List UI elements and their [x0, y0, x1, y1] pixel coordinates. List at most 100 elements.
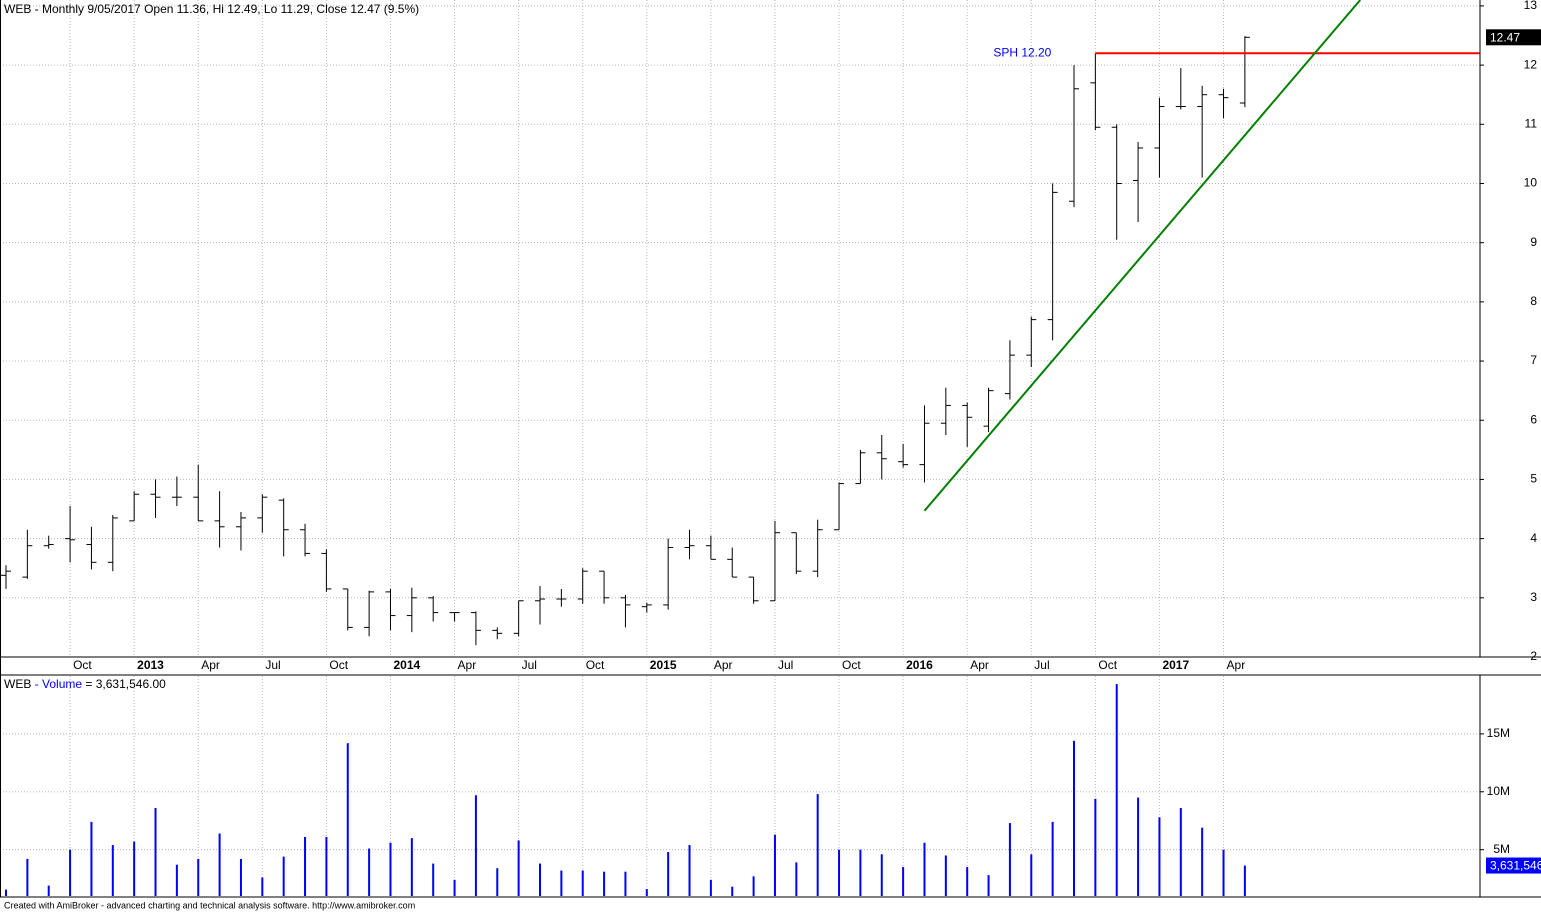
volume-bar	[645, 889, 648, 896]
volume-bar	[111, 845, 114, 896]
volume-bar	[325, 836, 328, 896]
volume-title: WEB - Volume = 3,631,546.00	[4, 677, 166, 691]
y-tick-label: 4	[1530, 531, 1537, 545]
volume-bar	[923, 842, 926, 896]
volume-bar	[304, 836, 307, 896]
volume-bar	[496, 868, 499, 896]
volume-bar	[26, 858, 29, 896]
volume-bar	[5, 889, 7, 896]
y-tick-label: 10M	[1487, 784, 1510, 798]
volume-bar	[1222, 849, 1225, 896]
volume-bar	[859, 849, 862, 896]
volume-bar	[1094, 798, 1097, 896]
y-tick-label: 6	[1530, 412, 1537, 426]
y-tick-label: 15M	[1487, 726, 1510, 740]
volume-bar	[944, 855, 947, 896]
volume-bar	[218, 833, 221, 896]
volume-bar	[1201, 827, 1204, 896]
x-tick-label: Jul	[522, 658, 537, 672]
volume-bar	[1030, 854, 1033, 896]
volume-bar	[133, 841, 136, 896]
x-tick-label: Oct	[586, 658, 605, 672]
volume-bar	[282, 856, 285, 896]
x-tick-label: Oct	[1098, 658, 1117, 672]
annotation: SPH 12.20	[993, 45, 1051, 59]
x-tick-label: Oct	[329, 658, 348, 672]
x-tick-label: 2014	[393, 658, 420, 672]
y-tick-label: 5M	[1493, 842, 1510, 856]
volume-bar	[624, 871, 627, 896]
volume-bar	[517, 840, 520, 896]
x-tick-label: Oct	[842, 658, 861, 672]
volume-bar	[581, 870, 584, 896]
y-tick-label: 2	[1530, 649, 1537, 663]
x-tick-label: 2016	[906, 658, 933, 672]
volume-title-name: - Volume	[35, 677, 83, 691]
chart-title: WEB - Monthly 9/05/2017 Open 11.36, Hi 1…	[4, 2, 419, 16]
volume-bar	[987, 875, 990, 896]
volume-bar	[432, 863, 435, 896]
last-value-box	[1486, 857, 1541, 874]
x-tick-label: Apr	[714, 658, 733, 672]
volume-bar	[688, 845, 691, 896]
y-tick-label: 8	[1530, 294, 1537, 308]
volume-bar	[410, 838, 413, 896]
volume-bar	[1051, 821, 1054, 896]
y-tick-label: 7	[1530, 353, 1537, 367]
volume-bar	[368, 848, 371, 896]
volume-bar	[667, 852, 670, 896]
x-tick-label: Apr	[458, 658, 477, 672]
volume-bar	[838, 849, 841, 896]
volume-bar	[175, 864, 178, 896]
volume-bar	[1137, 797, 1140, 896]
volume-bar	[539, 863, 541, 896]
volume-bar	[261, 877, 264, 896]
volume-bar	[560, 870, 563, 896]
volume-bar	[90, 821, 93, 896]
volume-bar	[453, 879, 456, 896]
volume-bar	[880, 854, 883, 896]
x-tick-label: Apr	[201, 658, 220, 672]
volume-title-symbol: WEB	[4, 677, 31, 691]
volume-bar	[731, 886, 734, 896]
volume-bar	[795, 862, 798, 896]
y-tick-label: 5	[1530, 472, 1537, 486]
volume-bar	[1115, 684, 1118, 896]
last-value-label: 3,631,546	[1490, 859, 1541, 873]
y-tick-label: 12	[1524, 57, 1538, 71]
y-tick-label: 11	[1525, 116, 1538, 130]
y-tick-label: 13	[1524, 0, 1538, 12]
volume-bar	[1008, 823, 1011, 896]
x-tick-label: Apr	[1227, 658, 1246, 672]
volume-bar	[239, 858, 242, 896]
volume-bar	[474, 795, 477, 896]
footer: Created with AmiBroker - advanced charti…	[4, 900, 415, 910]
x-tick-label: Jul	[778, 658, 793, 672]
x-tick-label: Jul	[1034, 658, 1049, 672]
volume-bar	[197, 858, 200, 896]
volume-bar	[603, 871, 606, 896]
volume-bar	[154, 808, 157, 896]
last-value-box	[1486, 29, 1541, 46]
volume-bar	[709, 879, 712, 896]
volume-bar	[1073, 740, 1075, 896]
volume-bar	[773, 834, 776, 896]
x-tick-label: 2017	[1162, 658, 1189, 672]
volume-bar	[902, 867, 905, 896]
volume-bar	[47, 885, 50, 896]
volume-bar	[69, 849, 72, 896]
volume-bar	[966, 867, 969, 896]
volume-bar	[816, 794, 819, 896]
volume-bar	[1158, 817, 1161, 896]
volume-title-value: = 3,631,546.00	[85, 677, 166, 691]
marks	[1, 0, 1480, 896]
volume-bar	[346, 743, 349, 896]
y-tick-label: 3	[1530, 590, 1537, 604]
y-tick-label: 10	[1524, 176, 1538, 190]
last-value-label: 12.47	[1490, 30, 1520, 44]
y-tick-label: 9	[1530, 235, 1537, 249]
x-tick-label: 2013	[137, 658, 164, 672]
x-tick-label: 2015	[650, 658, 677, 672]
